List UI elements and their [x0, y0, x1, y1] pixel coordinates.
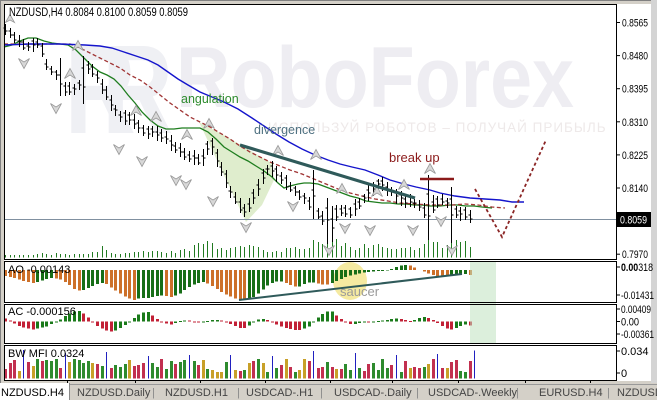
svg-text:0.00409: 0.00409 — [621, 304, 651, 316]
svg-text:0.8059: 0.8059 — [620, 215, 647, 227]
svg-text:0.8225: 0.8225 — [622, 150, 648, 162]
svg-text:NZDUSD.H1: NZDUSD.H1 — [165, 387, 228, 399]
svg-text:|: | — [416, 387, 419, 399]
svg-text:-0.00361: -0.00361 — [621, 329, 654, 341]
svg-text:AC -0.000156: AC -0.000156 — [8, 306, 76, 318]
svg-text:0: 0 — [621, 368, 627, 380]
svg-text:|: | — [607, 387, 610, 399]
svg-text:-0.01431: -0.01431 — [621, 290, 654, 302]
svg-text:0.034: 0.034 — [621, 346, 649, 358]
svg-text:0.8140: 0.8140 — [622, 183, 648, 195]
svg-text:USDCAD-.Weekly: USDCAD-.Weekly — [428, 387, 518, 399]
svg-text:saucer: saucer — [340, 284, 380, 299]
svg-text:divergence: divergence — [254, 123, 315, 137]
svg-text:0.8310: 0.8310 — [622, 117, 648, 129]
svg-text:USDCAD-.Daily: USDCAD-.Daily — [334, 387, 412, 399]
svg-text:ИСПОЛЬЗУЙ РОБОТОВ – ПОЛУЧАЙ ПР: ИСПОЛЬЗУЙ РОБОТОВ – ПОЛУЧАЙ ПРИБЫЛЬ — [268, 120, 607, 135]
svg-text:0.8395: 0.8395 — [622, 84, 648, 96]
svg-text:AO -0.00143: AO -0.00143 — [8, 264, 70, 276]
svg-text:0.8565: 0.8565 — [622, 18, 648, 30]
svg-text:0.7970: 0.7970 — [622, 249, 648, 261]
svg-text:NZDUSD: NZDUSD — [617, 387, 657, 399]
svg-text:0.00: 0.00 — [621, 317, 639, 329]
svg-text:break up: break up — [389, 150, 440, 165]
svg-text:0.00318: 0.00318 — [621, 262, 653, 274]
svg-text:|: | — [516, 387, 519, 399]
svg-text:NZDUSD.Daily: NZDUSD.Daily — [77, 387, 151, 399]
svg-text:0.8480: 0.8480 — [622, 51, 648, 63]
svg-text:EURUSD.H4: EURUSD.H4 — [539, 387, 603, 399]
svg-text:R: R — [102, 19, 173, 160]
svg-text:RoboForex: RoboForex — [176, 30, 574, 126]
svg-text:NZDUSD.H4: NZDUSD.H4 — [1, 387, 64, 399]
svg-text:USDCAD-.H1: USDCAD-.H1 — [246, 387, 313, 399]
svg-text:BW MFI 0.0324: BW MFI 0.0324 — [8, 348, 84, 360]
svg-text:NZDUSD,H4 0.8084 0.8100 0.805: NZDUSD,H4 0.8084 0.8100 0.8059 0.8059 — [9, 7, 188, 19]
svg-text:|: | — [320, 387, 323, 399]
svg-text:|: | — [237, 387, 240, 399]
svg-text:|: | — [152, 387, 155, 399]
svg-text:angulation: angulation — [181, 92, 239, 106]
